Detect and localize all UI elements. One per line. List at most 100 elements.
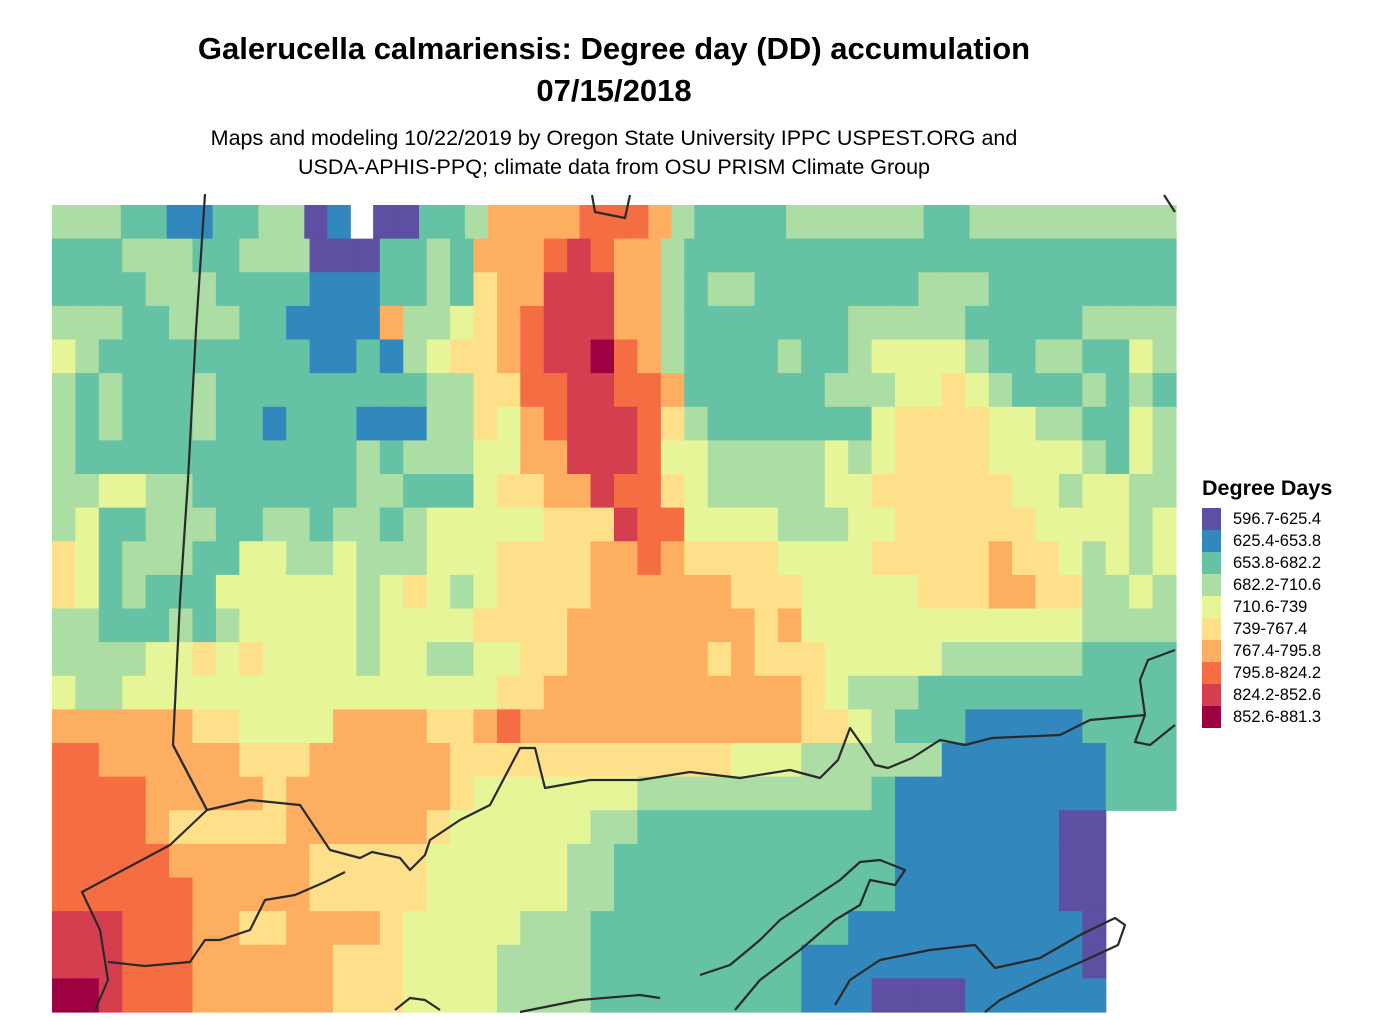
raster-cell [754,675,779,710]
raster-cell [333,608,358,643]
raster-cell [286,373,311,408]
raster-cell [450,877,475,912]
raster-cell [309,373,334,408]
raster-cell [496,608,521,643]
raster-cell [239,406,264,441]
raster-cell [309,608,334,643]
raster-cell [145,440,170,475]
raster-cell [1038,205,1062,240]
raster-cell [1082,474,1107,509]
raster-cell [660,339,685,374]
raster-cell [684,305,709,341]
raster-cell [143,205,168,240]
raster-cell [426,574,451,610]
raster-cell [75,675,100,710]
raster-cell [895,642,920,677]
raster-cell [1082,507,1107,542]
raster-cell [848,608,873,643]
raster-cell [567,339,592,374]
raster-cell [1082,743,1107,778]
raster-cell [192,743,217,778]
raster-cell [356,911,381,946]
raster-cell [801,440,826,475]
raster-cell [239,507,264,542]
raster-cell [450,339,475,374]
raster-cell [473,339,498,374]
raster-cell [333,877,358,912]
raster-cell [403,776,428,811]
raster-cell [1152,574,1177,610]
raster-cell [895,574,920,610]
raster-cell [192,709,217,744]
raster-cell [590,911,615,946]
raster-cell [567,474,592,509]
raster-cell [98,642,123,677]
raster-cell [450,272,475,307]
legend-label: 596.7-625.4 [1233,510,1322,528]
raster-cell [1058,810,1083,845]
raster-cell [918,709,943,744]
raster-cell [637,743,662,778]
raster-cell [1058,474,1083,509]
raster-cell [262,675,287,710]
raster-cell [192,339,217,374]
raster-cell [660,911,685,946]
raster-cell [309,541,334,576]
raster-cell [941,406,966,441]
raster-cell [473,843,498,879]
raster-cell [648,205,672,240]
legend-swatch [1202,508,1221,530]
raster-cell [707,305,732,341]
raster-cell [239,843,264,879]
raster-cell [496,406,521,441]
raster-cell [379,474,404,509]
raster-cell [660,776,685,811]
raster-cell [637,810,662,845]
raster-cell [145,339,170,374]
raster-cell [848,911,873,946]
raster-cell [801,843,826,879]
raster-cell [356,877,381,912]
raster-cell [403,877,428,912]
raster-cell [1015,205,1039,240]
raster-cell [848,709,873,744]
raster-cell [543,574,568,610]
legend-swatch [1202,684,1221,706]
raster-cell [824,507,849,542]
raster-cell [684,709,709,744]
raster-cell [871,675,896,710]
raster-cell [75,440,100,475]
raster-cell [637,339,662,374]
raster-cell [286,305,311,341]
raster-cell [941,709,966,744]
raster-cell [473,810,498,845]
raster-cell [122,305,147,341]
raster-cell [333,440,358,475]
raster-cell [1035,675,1060,710]
raster-cell [52,978,77,1013]
raster-cell [590,642,615,677]
raster-cell [801,709,826,744]
raster-cell [309,238,334,273]
raster-cell [614,238,639,273]
raster-cell [824,776,849,811]
raster-cell [215,608,240,643]
northeast-corner [1163,194,1176,213]
raster-cell [777,272,802,307]
raster-cell [941,877,966,912]
raster-cell [286,843,311,879]
raster-cell [1105,743,1130,778]
raster-cell [801,238,826,273]
southern-border [172,648,1176,872]
raster-cell [262,810,287,845]
raster-cell [988,843,1013,879]
legend-label: 767.4-795.8 [1233,642,1322,660]
raster-cell [192,440,217,475]
raster-cell [169,843,194,879]
raster-cell [731,272,756,307]
raster-cell [871,642,896,677]
raster-cell [75,642,100,677]
raster-cell [754,843,779,879]
raster-cell [75,944,100,979]
raster-cell [169,642,194,677]
